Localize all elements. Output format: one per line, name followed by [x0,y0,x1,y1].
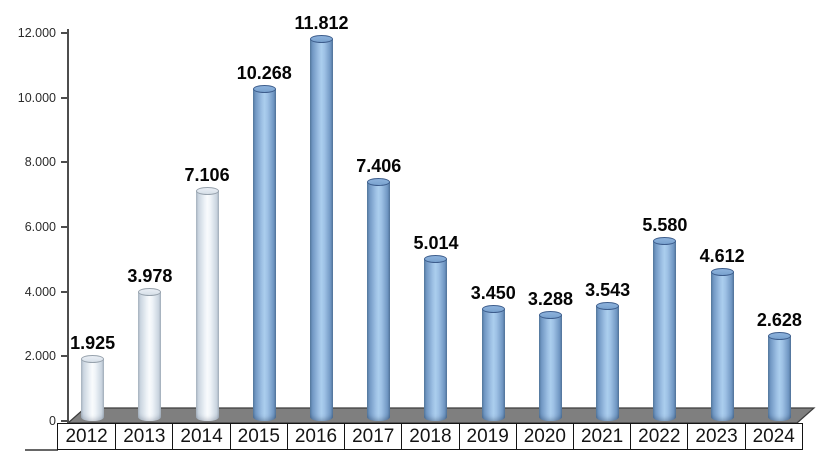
bar-2015 [252,89,276,421]
bar-2021 [596,306,620,421]
y-tick-mark [61,355,67,358]
x-axis-cell-2015: 2015 [229,424,287,449]
bar-2019 [481,309,505,421]
bar-2013 [138,292,162,421]
bar-cap-2023 [710,267,734,276]
bar-value-label-2020: 3.288 [527,288,573,309]
bar-2022 [653,240,677,421]
y-axis-line [67,29,69,424]
x-axis-cell-2020: 2020 [515,424,573,449]
bar-value-label-2015: 10.268 [236,63,292,83]
y-tick-mark [61,161,67,164]
bar-cap-2019 [481,305,505,314]
x-axis-cell-2023: 2023 [687,424,745,449]
bar-cap-2020 [538,310,562,319]
bar-cap-2024 [767,332,791,341]
x-axis-cell-2014: 2014 [172,424,230,449]
y-tick-label: 2.000 [24,349,56,364]
x-axis-cell-2021: 2021 [572,424,631,449]
bar-cap-2014 [195,187,219,196]
x-axis-cell-2019: 2019 [458,424,516,449]
y-tick-mark [61,226,67,228]
bar-cap-2017 [367,177,391,186]
bar-cap-2012 [81,354,105,363]
bar-cap-2015 [252,85,276,93]
y-tick-label: 4.000 [24,284,56,299]
x-axis-cell-2024: 2024 [744,424,802,449]
x-axis-cell-2012: 2012 [58,424,116,449]
bar-2018 [424,258,448,421]
bar-2020 [538,314,562,421]
bar-cap-2018 [424,254,448,263]
x-axis-cell-2016: 2016 [286,424,345,449]
y-tick-label: 10.000 [17,90,56,105]
y-tick-mark [61,96,67,99]
bar-cap-2022 [653,236,677,245]
bar-cap-2013 [138,288,162,297]
bar-value-label-2019: 3.450 [470,283,516,304]
y-tick-mark [61,290,67,293]
bar-value-label-2012: 1.925 [70,332,116,353]
x-axis-cell-2018: 2018 [401,424,459,449]
y-tick-label: 0 [49,414,56,428]
bar-value-label-2017: 7.406 [356,155,402,176]
bar-2017 [367,181,391,421]
x-axis-cell-2017: 2017 [344,424,402,449]
y-tick-mark [61,32,67,34]
bar-value-label-2016: 11.812 [294,13,349,34]
bar-value-label-2023: 4.612 [699,245,745,266]
y-tick-label: 12.000 [17,26,56,40]
x-axis-cell-2013: 2013 [115,424,173,449]
bar-value-label-2013: 3.978 [127,266,173,287]
y-tick-label: 6.000 [24,220,56,234]
bar-2016 [310,39,334,421]
bar-2024 [767,336,791,421]
bar-value-label-2024: 2.628 [756,310,802,331]
bar-2014 [195,191,219,421]
bar-2023 [710,271,734,421]
x-axis-table: 2012 2013 2014 2015 2016 2017 2018 2019 2020 2021… [57,423,803,450]
bar-value-label-2014: 7.106 [184,165,230,186]
bar-value-label-2018: 5.014 [413,232,459,253]
bar-value-label-2021: 3.543 [585,280,631,301]
bar-2012 [81,358,105,421]
x-axis-cell-2022: 2022 [630,424,688,449]
bar-cap-2021 [596,302,620,311]
y-tick-label: 8.000 [24,155,56,170]
y-tick-mark [61,420,67,422]
bar-value-label-2022: 5.580 [642,214,688,235]
bar-cap-2016 [310,35,334,44]
